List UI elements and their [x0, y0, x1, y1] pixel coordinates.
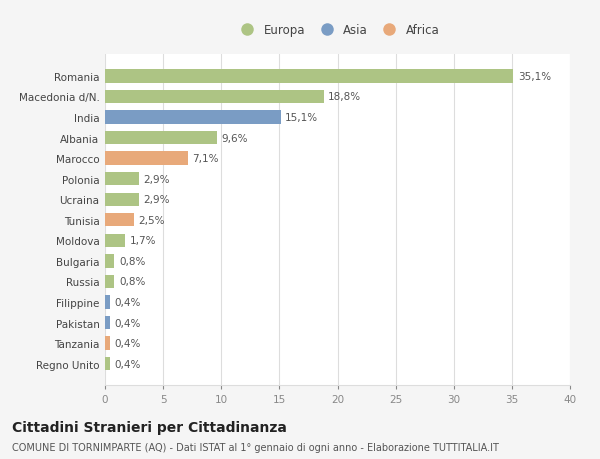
Text: 0,4%: 0,4%	[114, 338, 140, 348]
Bar	[105, 152, 188, 165]
Text: 1,7%: 1,7%	[130, 236, 156, 246]
Text: 0,4%: 0,4%	[114, 297, 140, 308]
Legend: Europa, Asia, Africa: Europa, Asia, Africa	[233, 21, 442, 39]
Text: Cittadini Stranieri per Cittadinanza: Cittadini Stranieri per Cittadinanza	[12, 420, 287, 434]
Bar	[105, 275, 114, 289]
Bar	[105, 255, 114, 268]
Text: 0,4%: 0,4%	[114, 359, 140, 369]
Bar	[105, 234, 125, 247]
Text: 15,1%: 15,1%	[285, 113, 319, 123]
Bar	[105, 316, 110, 330]
Bar	[105, 296, 110, 309]
Bar	[105, 173, 139, 186]
Bar	[105, 337, 110, 350]
Bar	[105, 213, 134, 227]
Text: 2,9%: 2,9%	[143, 195, 170, 205]
Bar	[105, 70, 513, 84]
Bar	[105, 357, 110, 370]
Bar	[105, 193, 139, 207]
Text: 0,8%: 0,8%	[119, 256, 145, 266]
Bar	[105, 90, 323, 104]
Bar	[105, 111, 281, 124]
Text: COMUNE DI TORNIMPARTE (AQ) - Dati ISTAT al 1° gennaio di ogni anno - Elaborazion: COMUNE DI TORNIMPARTE (AQ) - Dati ISTAT …	[12, 442, 499, 452]
Text: 0,4%: 0,4%	[114, 318, 140, 328]
Text: 9,6%: 9,6%	[221, 133, 248, 143]
Text: 2,5%: 2,5%	[139, 215, 165, 225]
Text: 35,1%: 35,1%	[518, 72, 551, 82]
Bar	[105, 132, 217, 145]
Text: 2,9%: 2,9%	[143, 174, 170, 185]
Text: 0,8%: 0,8%	[119, 277, 145, 287]
Text: 7,1%: 7,1%	[192, 154, 218, 164]
Text: 18,8%: 18,8%	[328, 92, 361, 102]
